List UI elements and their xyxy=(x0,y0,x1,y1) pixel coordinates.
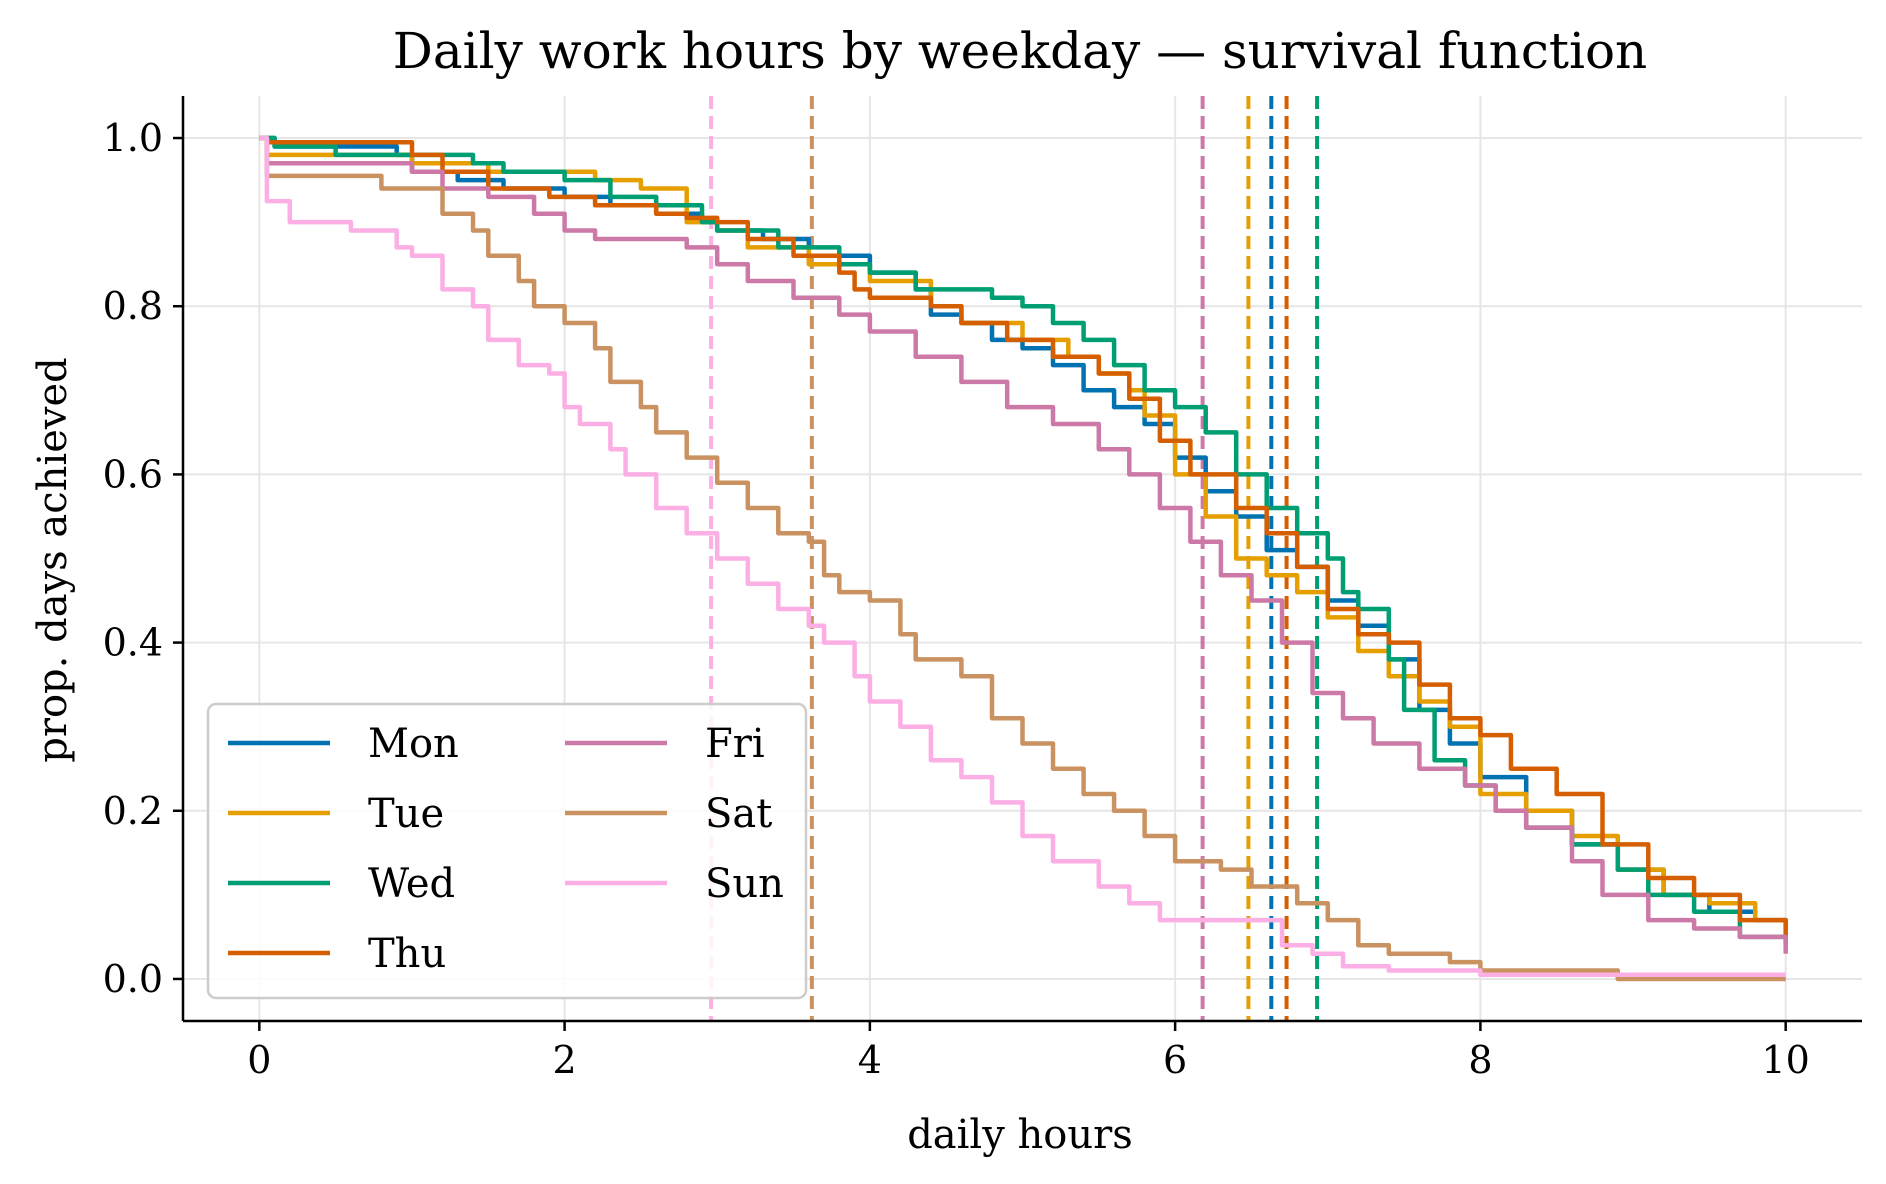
series-line-sun xyxy=(259,135,1786,978)
legend-label: Thu xyxy=(368,931,446,977)
y-tick-label: 0.2 xyxy=(103,789,163,833)
legend-item-thu: Thu xyxy=(228,931,446,977)
legend-item-tue: Tue xyxy=(228,791,444,837)
x-tick-label: 6 xyxy=(1163,1038,1187,1082)
legend-item-sun: Sun xyxy=(565,861,784,907)
y-tick-label: 0.8 xyxy=(103,284,163,328)
y-tick-label: 0.0 xyxy=(103,957,163,1001)
x-tick-label: 2 xyxy=(552,1038,576,1082)
x-tick-label: 4 xyxy=(858,1038,882,1082)
legend: Mon Tue Wed Thu Fri Sat Sun xyxy=(206,702,808,1000)
x-axis-label: daily hours xyxy=(907,1112,1133,1158)
legend-label: Fri xyxy=(705,721,765,767)
series-line-thu xyxy=(259,135,1788,937)
legend-item-wed: Wed xyxy=(228,861,455,907)
legend-label: Mon xyxy=(368,721,459,767)
y-axis-ticks: 0.0 0.2 0.4 0.6 0.8 1.0 xyxy=(103,116,183,1001)
legend-item-mon: Mon xyxy=(228,721,459,767)
chart-title: Daily work hours by weekday — survival f… xyxy=(393,22,1648,80)
legend-label: Sun xyxy=(705,861,784,907)
legend-label: Tue xyxy=(368,791,444,837)
series-lines xyxy=(259,135,1788,982)
legend-frame xyxy=(206,702,808,1000)
axes xyxy=(181,96,1862,1023)
series-line-sat xyxy=(259,135,1786,982)
x-tick-label: 10 xyxy=(1762,1038,1810,1082)
x-tick-label: 8 xyxy=(1468,1038,1492,1082)
y-tick-label: 0.4 xyxy=(103,621,163,665)
legend-label: Sat xyxy=(705,791,772,837)
legend-item-sat: Sat xyxy=(565,791,772,837)
y-tick-label: 0.6 xyxy=(103,452,163,496)
x-tick-label: 0 xyxy=(247,1038,271,1082)
legend-item-fri: Fri xyxy=(565,721,765,767)
x-axis-ticks: 0 2 4 6 8 10 xyxy=(247,1021,1810,1082)
y-tick-label: 1.0 xyxy=(103,116,163,160)
legend-label: Wed xyxy=(368,861,455,907)
series-line-fri xyxy=(259,135,1788,954)
y-axis-label: prop. days achieved xyxy=(30,357,76,763)
